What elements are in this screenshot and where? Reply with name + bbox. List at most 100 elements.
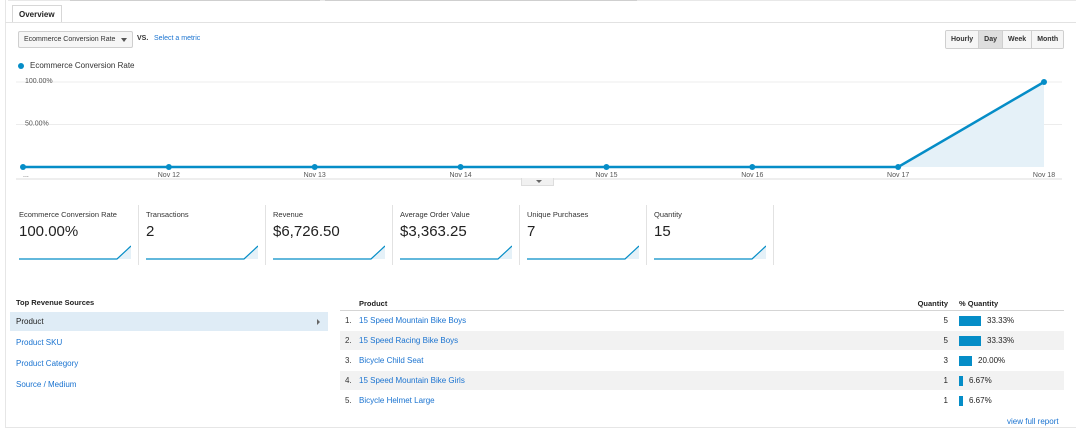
top-divider-segment bbox=[70, 0, 320, 1]
period-hourly-button[interactable]: Hourly bbox=[946, 31, 979, 48]
data-point[interactable] bbox=[165, 164, 172, 170]
period-month-button[interactable]: Month bbox=[1031, 31, 1064, 48]
data-point[interactable] bbox=[311, 164, 318, 170]
revenue-source-source-medium[interactable]: Source / Medium bbox=[16, 380, 77, 389]
row-quantity: 3 bbox=[943, 356, 948, 365]
x-tick-label: ... bbox=[23, 172, 29, 179]
chart-collapse-button[interactable] bbox=[521, 178, 554, 186]
column-header-product[interactable]: Product bbox=[359, 299, 388, 308]
revenue-source-product-sku[interactable]: Product SKU bbox=[16, 338, 63, 347]
quantity-bar bbox=[959, 396, 963, 406]
line-chart: 100.00% 50.00%... Nov 12 Nov 13 Nov 14 Nov 15… bbox=[16, 78, 1062, 180]
data-point[interactable] bbox=[457, 164, 464, 170]
x-tick-label: Nov 17 bbox=[887, 172, 909, 179]
scorecard-label: Quantity bbox=[654, 210, 682, 219]
quantity-bar bbox=[959, 316, 981, 326]
chevron-right-icon bbox=[317, 319, 320, 325]
scorecard-label: Average Order Value bbox=[400, 210, 470, 219]
table-row: 2. 15 Speed Racing Bike Boys 5 33.33% bbox=[340, 331, 1064, 351]
sparkline bbox=[273, 245, 385, 260]
quantity-bar bbox=[959, 356, 972, 366]
column-header-quantity[interactable]: Quantity bbox=[917, 299, 948, 308]
period-day-button[interactable]: Day bbox=[978, 31, 1003, 48]
table-row: 5. Bicycle Helmet Large 1 6.67% bbox=[340, 391, 1064, 411]
scorecard-transactions[interactable]: Transactions 2 bbox=[139, 205, 266, 265]
row-pct-quantity: 33.33% bbox=[987, 316, 1015, 325]
row-quantity: 1 bbox=[943, 396, 948, 405]
table-row: 4. 15 Speed Mountain Bike Girls 1 6.67% bbox=[340, 371, 1064, 391]
top-divider-segment bbox=[325, 0, 637, 1]
y-tick-label: 100.00% bbox=[25, 78, 53, 85]
row-pct-quantity: 20.00% bbox=[978, 356, 1006, 365]
scorecard-conversion-rate[interactable]: Ecommerce Conversion Rate 100.00% bbox=[12, 205, 139, 265]
scorecard-value: $3,363.25 bbox=[400, 223, 467, 240]
x-tick-label: Nov 18 bbox=[1033, 172, 1055, 179]
table-header: Product Quantity % Quantity bbox=[340, 296, 1064, 311]
x-tick-label: Nov 13 bbox=[304, 172, 326, 179]
row-quantity: 1 bbox=[943, 376, 948, 385]
product-link[interactable]: 15 Speed Mountain Bike Boys bbox=[359, 316, 467, 325]
select-metric-link[interactable]: Select a metric bbox=[154, 35, 201, 42]
data-point[interactable] bbox=[749, 164, 756, 170]
sparkline bbox=[400, 245, 512, 260]
row-pct-quantity: 33.33% bbox=[987, 336, 1015, 345]
scorecard-average-order-value[interactable]: Average Order Value $3,363.25 bbox=[393, 205, 520, 265]
row-pct-quantity: 6.67% bbox=[969, 376, 992, 385]
revenue-source-label: Product bbox=[16, 317, 44, 326]
row-quantity: 5 bbox=[943, 316, 948, 325]
metric-select[interactable]: Ecommerce Conversion Rate bbox=[18, 31, 133, 48]
series-line bbox=[23, 80, 1045, 169]
row-rank: 4. bbox=[345, 376, 352, 385]
table-row: 1. 15 Speed Mountain Bike Boys 5 33.33% bbox=[340, 311, 1064, 331]
page-frame bbox=[5, 0, 1076, 428]
x-tick-label: Nov 15 bbox=[595, 172, 617, 179]
quantity-bar bbox=[959, 336, 981, 346]
vs-label: VS. bbox=[137, 35, 149, 42]
y-tick-label: 50.00% bbox=[25, 121, 49, 128]
period-week-button[interactable]: Week bbox=[1002, 31, 1032, 48]
row-rank: 5. bbox=[345, 396, 352, 405]
scorecard-value: 2 bbox=[146, 223, 155, 240]
scorecard-unique-purchases[interactable]: Unique Purchases 7 bbox=[520, 205, 647, 265]
metric-select-label: Ecommerce Conversion Rate bbox=[24, 36, 116, 43]
series-area bbox=[23, 82, 1044, 167]
scorecard-revenue[interactable]: Revenue $6,726.50 bbox=[266, 205, 393, 265]
scorecard-label: Revenue bbox=[273, 210, 304, 219]
tab-underline bbox=[5, 22, 1076, 23]
scorecard-value: 15 bbox=[654, 223, 671, 240]
revenue-source-product-category[interactable]: Product Category bbox=[16, 359, 79, 368]
tab-overview[interactable]: Overview bbox=[12, 5, 62, 23]
scorecard-value: 7 bbox=[527, 223, 536, 240]
caret-down-icon bbox=[121, 38, 127, 42]
scorecard-value: 100.00% bbox=[19, 223, 79, 240]
scorecard-label: Transactions bbox=[146, 210, 189, 219]
scorecard-value: $6,726.50 bbox=[273, 223, 340, 240]
sparkline bbox=[146, 245, 258, 260]
scorecard-label: Ecommerce Conversion Rate bbox=[19, 210, 117, 219]
revenue-source-product[interactable]: Product bbox=[10, 312, 328, 331]
scorecards: Ecommerce Conversion Rate 100.00% Transa… bbox=[12, 205, 774, 265]
product-link[interactable]: 15 Speed Mountain Bike Girls bbox=[359, 376, 465, 385]
legend-dot-icon bbox=[18, 63, 24, 69]
product-link[interactable]: Bicycle Helmet Large bbox=[359, 396, 435, 405]
product-table: Product Quantity % Quantity 1. 15 Speed M… bbox=[340, 296, 1064, 411]
product-link[interactable]: 15 Speed Racing Bike Boys bbox=[359, 336, 459, 345]
quantity-bar bbox=[959, 376, 963, 386]
x-tick-label: Nov 14 bbox=[449, 172, 471, 179]
row-pct-quantity: 6.67% bbox=[969, 396, 992, 405]
column-header-pct-quantity[interactable]: % Quantity bbox=[959, 299, 999, 308]
view-full-report-link[interactable]: view full report bbox=[1007, 417, 1059, 426]
data-point[interactable] bbox=[603, 164, 610, 170]
legend-label: Ecommerce Conversion Rate bbox=[30, 61, 135, 70]
data-point[interactable] bbox=[20, 164, 26, 170]
sparkline bbox=[654, 245, 766, 260]
x-tick-label: Nov 12 bbox=[158, 172, 180, 179]
product-link[interactable]: Bicycle Child Seat bbox=[359, 356, 424, 365]
data-point[interactable] bbox=[895, 164, 902, 170]
sparkline bbox=[527, 245, 639, 260]
row-rank: 2. bbox=[345, 336, 352, 345]
scorecard-quantity[interactable]: Quantity 15 bbox=[647, 205, 774, 265]
table-row: 3. Bicycle Child Seat 3 20.00% bbox=[340, 351, 1064, 371]
scorecard-label: Unique Purchases bbox=[527, 210, 589, 219]
data-point[interactable] bbox=[1041, 79, 1047, 85]
